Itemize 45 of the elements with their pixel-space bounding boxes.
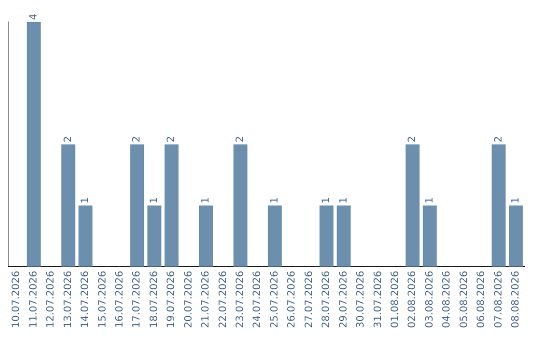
data-label: 1 [510, 197, 522, 204]
x-tick-label: 28.07.2026 [321, 270, 332, 328]
x-tick-label: 16.07.2026 [114, 270, 126, 328]
data-label: 2 [132, 136, 143, 142]
x-tick-label: 26.07.2026 [286, 270, 298, 328]
x-tick-label: 25.07.2026 [269, 270, 280, 328]
x-tick-label: 02.08.2026 [407, 270, 418, 328]
x-tick-label: 05.08.2026 [458, 270, 470, 328]
x-tick-label: 22.07.2026 [218, 270, 229, 328]
x-tick-label: 14.07.2026 [80, 270, 92, 328]
x-tick-label: 12.07.2026 [46, 270, 57, 328]
x-tick-label: 29.07.2026 [338, 270, 350, 328]
x-tick-label: 04.08.2026 [442, 270, 453, 328]
data-label: 1 [321, 197, 332, 204]
data-label: 2 [235, 136, 246, 142]
x-tick-label: 08.08.2026 [510, 270, 522, 328]
data-label: 2 [166, 136, 178, 142]
x-tick-label: 13.07.2026 [62, 270, 74, 328]
x-tick-label: 03.08.2026 [424, 270, 436, 328]
data-label: 4 [28, 14, 40, 20]
data-label: 1 [269, 197, 280, 204]
x-tick-label: 10.07.2026 [11, 270, 22, 328]
x-tick-label: 01.08.2026 [390, 270, 401, 328]
x-tick-label: 11.07.2026 [28, 270, 40, 328]
x-tick-label: 24.07.2026 [252, 270, 264, 328]
x-tick-label: 18.07.2026 [148, 270, 160, 328]
data-label: 1 [338, 197, 350, 204]
x-tick-label: 17.07.2026 [132, 270, 143, 328]
data-label: 1 [200, 197, 212, 204]
x-tick-label: 15.07.2026 [97, 270, 108, 328]
x-tick-label: 23.07.2026 [235, 270, 246, 328]
data-label: 1 [424, 197, 436, 204]
data-label: 2 [493, 136, 504, 142]
x-tick-label: 21.07.2026 [200, 270, 212, 328]
x-tick-label: 06.08.2026 [476, 270, 488, 328]
x-tick-label: 31.07.2026 [372, 270, 384, 328]
data-label: 2 [62, 136, 74, 142]
x-tick-label: 27.07.2026 [304, 270, 315, 328]
x-tick-label: 30.07.2026 [356, 270, 367, 328]
data-label: 1 [80, 197, 92, 204]
data-label: 1 [148, 197, 160, 204]
x-tick-label: 19.07.2026 [166, 270, 178, 328]
x-tick-label: 07.08.2026 [493, 270, 504, 328]
x-tick-label: 20.07.2026 [183, 270, 194, 328]
data-label: 2 [407, 136, 418, 142]
